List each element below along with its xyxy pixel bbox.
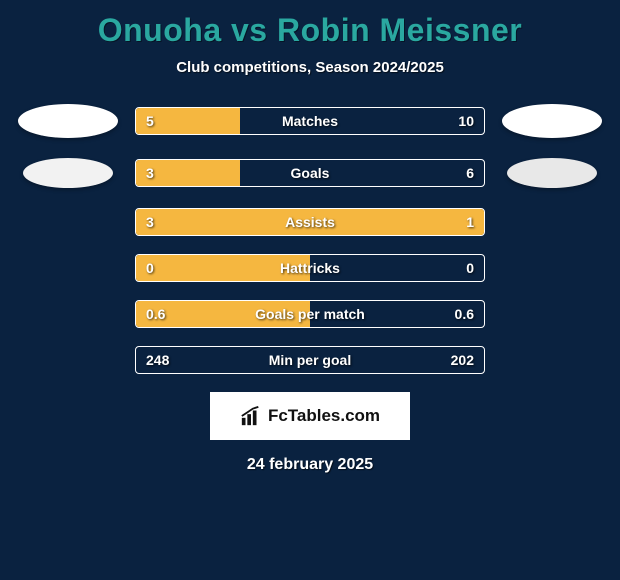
stat-row: 248202Min per goal (0, 346, 620, 374)
spacer (13, 346, 123, 374)
stat-label: Hattricks (136, 255, 484, 281)
spacer (497, 208, 607, 236)
stat-label: Goals per match (136, 301, 484, 327)
stat-row: 00Hattricks (0, 254, 620, 282)
spacer (13, 254, 123, 282)
page-title: Onuoha vs Robin Meissner (0, 0, 620, 49)
spacer (497, 346, 607, 374)
brand-badge: FcTables.com (210, 392, 410, 440)
stat-row: 31Assists (0, 208, 620, 236)
stat-bar: 31Assists (135, 208, 485, 236)
stat-row: 0.60.6Goals per match (0, 300, 620, 328)
brand-text: FcTables.com (268, 406, 380, 426)
stat-bar: 510Matches (135, 107, 485, 135)
team-logo-left (13, 104, 123, 138)
stat-label: Assists (136, 209, 484, 235)
team-logo-right (497, 104, 607, 138)
chart-icon (240, 405, 262, 427)
stat-row: 510Matches (0, 104, 620, 138)
stat-bar: 36Goals (135, 159, 485, 187)
stat-label: Min per goal (136, 347, 484, 373)
subtitle: Club competitions, Season 2024/2025 (0, 59, 620, 76)
team-logo-right-2 (497, 156, 607, 190)
stat-row: 36Goals (0, 156, 620, 190)
stats-container: 510Matches 36Goals 31Assists 00Hattricks 0.6… (0, 104, 620, 374)
stat-bar: 248202Min per goal (135, 346, 485, 374)
date-text: 24 february 2025 (0, 456, 620, 474)
stat-bar: 0.60.6Goals per match (135, 300, 485, 328)
spacer (13, 208, 123, 236)
spacer (497, 254, 607, 282)
spacer (13, 300, 123, 328)
stat-label: Matches (136, 108, 484, 134)
stat-bar: 00Hattricks (135, 254, 485, 282)
stat-label: Goals (136, 160, 484, 186)
spacer (497, 300, 607, 328)
team-logo-left-2 (13, 156, 123, 190)
